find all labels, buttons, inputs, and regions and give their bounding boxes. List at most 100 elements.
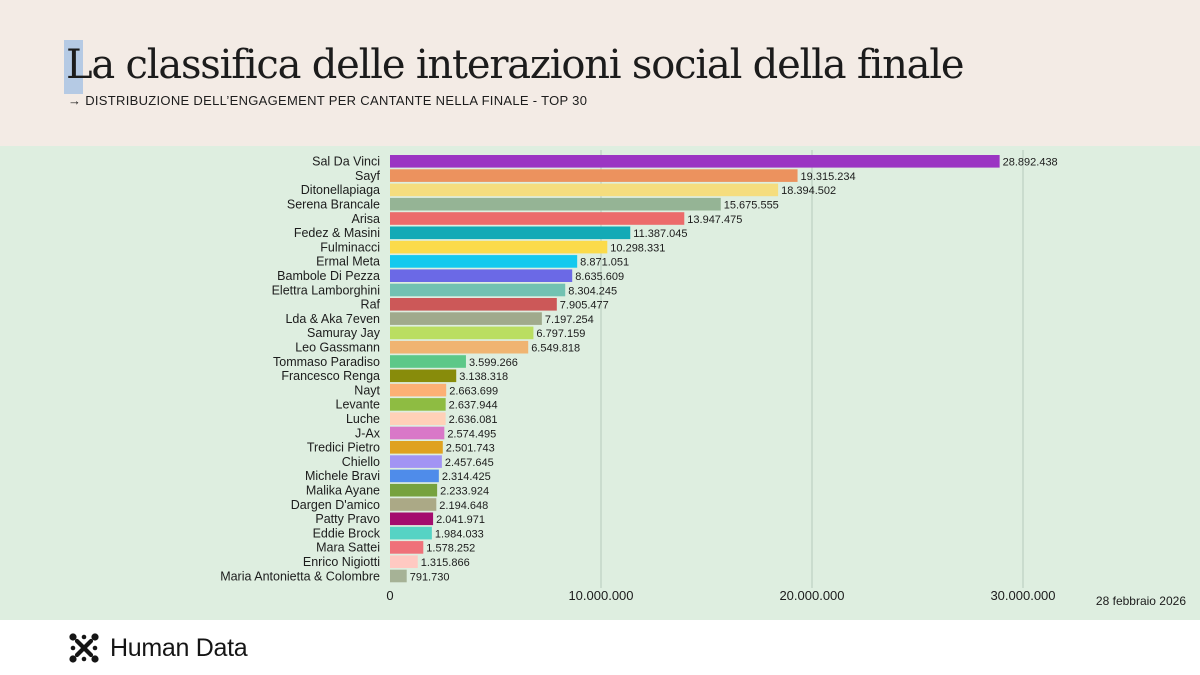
category-label: Fedez & Masini <box>294 226 380 240</box>
value-label: 11.387.045 <box>633 228 687 240</box>
value-label: 6.549.818 <box>531 343 580 355</box>
bar <box>390 340 529 354</box>
bar <box>390 298 557 311</box>
value-label: 3.138.318 <box>459 371 508 383</box>
category-label: Michele Bravi <box>305 469 380 483</box>
bar <box>390 155 1000 168</box>
category-label: Elettra Lamborghini <box>272 283 380 297</box>
category-label: Fulminacci <box>320 240 380 254</box>
value-label: 10.298.331 <box>610 242 665 254</box>
value-label: 2.636.081 <box>449 414 498 426</box>
value-label: 2.457.645 <box>445 457 494 469</box>
value-label: 8.871.051 <box>580 257 629 269</box>
value-label: 19.315.234 <box>801 171 856 183</box>
value-label: 7.905.477 <box>560 300 609 312</box>
bar <box>390 326 534 340</box>
value-label: 8.635.609 <box>575 271 624 283</box>
bar <box>390 169 798 182</box>
brand-name: Human Data <box>110 634 248 662</box>
bar-chart: 0 10.000.000 20.000.000 30.000.000 Sal Da Vi… <box>220 150 1058 603</box>
value-label: 8.304.245 <box>568 285 617 297</box>
bar <box>390 183 779 197</box>
category-label: Raf <box>361 298 381 312</box>
value-label: 28.892.438 <box>1003 157 1058 169</box>
value-label: 1.984.033 <box>435 528 484 540</box>
category-label: Levante <box>336 398 381 412</box>
x-tick-label: 10.000.000 <box>568 588 633 603</box>
value-label: 6.797.159 <box>536 328 585 340</box>
value-label: 2.637.944 <box>449 400 498 412</box>
bar <box>390 469 439 483</box>
x-tick-label: 0 <box>386 588 393 603</box>
value-label: 15.675.555 <box>724 200 779 212</box>
text-selection-highlight <box>64 40 83 94</box>
category-label: Patty Pravo <box>315 512 380 526</box>
category-label: Samuray Jay <box>307 326 381 340</box>
bar <box>390 512 434 526</box>
bar <box>390 283 566 297</box>
bar <box>390 441 443 454</box>
category-label: Mara Sattei <box>316 541 380 555</box>
x-tick-label: 30.000.000 <box>990 588 1055 603</box>
bar <box>390 426 445 440</box>
bar <box>390 212 685 225</box>
page-subtitle: → DISTRIBUZIONE DELL’ENGAGEMENT PER CANT… <box>68 93 588 108</box>
bar <box>390 412 446 425</box>
value-label: 791.730 <box>410 571 450 583</box>
value-label: 2.663.699 <box>449 385 498 397</box>
value-label: 7.197.254 <box>545 314 594 326</box>
footer <box>0 620 1200 675</box>
category-label: Sayf <box>355 169 381 183</box>
category-label: Dargen D'amico <box>291 498 380 512</box>
category-label: Chiello <box>342 455 380 469</box>
chart-area <box>0 146 1200 620</box>
date-note: 28 febbraio 2026 <box>1095 594 1186 608</box>
bar <box>390 197 721 211</box>
bar <box>390 240 608 254</box>
value-label: 2.574.495 <box>447 428 496 440</box>
bar <box>390 269 573 282</box>
bar <box>390 569 407 583</box>
category-label: Lda & Aka 7even <box>285 312 380 326</box>
value-label: 2.501.743 <box>446 443 495 455</box>
bar <box>390 526 432 540</box>
category-label: Leo Gassmann <box>295 341 380 355</box>
value-label: 13.947.475 <box>687 214 742 226</box>
category-label: Malika Ayane <box>306 484 380 498</box>
value-label: 2.194.648 <box>439 500 488 512</box>
value-label: 1.578.252 <box>426 543 475 555</box>
category-label: Eddie Brock <box>313 526 381 540</box>
header-band <box>0 0 1200 146</box>
bar <box>390 555 418 568</box>
category-label: Maria Antonietta & Colombre <box>220 569 380 583</box>
category-label: Arisa <box>352 212 381 226</box>
category-label: Tredici Pietro <box>307 441 380 455</box>
value-label: 3.599.266 <box>469 357 518 369</box>
bar <box>390 312 542 325</box>
page-title: La classifica delle interazioni social d… <box>66 42 965 88</box>
bar <box>390 483 438 497</box>
value-label: 2.041.971 <box>436 514 485 526</box>
value-label: 18.394.502 <box>781 185 836 197</box>
bar <box>390 383 447 397</box>
human-data-logo-icon <box>69 633 99 663</box>
category-label: Serena Brancale <box>287 198 380 212</box>
value-label: 2.314.425 <box>442 471 491 483</box>
category-label: Ditonellapiaga <box>301 183 380 197</box>
bar <box>390 226 631 240</box>
category-label: Tommaso Paradiso <box>273 355 380 369</box>
bar <box>390 369 457 383</box>
category-label: Sal Da Vinci <box>312 155 380 169</box>
category-label: J-Ax <box>355 426 381 440</box>
bar <box>390 398 446 411</box>
value-label: 2.233.924 <box>440 486 489 498</box>
bar <box>390 498 437 511</box>
bar <box>390 355 466 368</box>
value-label: 1.315.866 <box>421 557 470 569</box>
category-label: Nayt <box>354 383 380 397</box>
category-label: Bambole Di Pezza <box>277 269 380 283</box>
category-label: Ermal Meta <box>316 255 380 269</box>
bar <box>390 541 424 554</box>
category-label: Francesco Renga <box>281 369 380 383</box>
bar <box>390 455 442 468</box>
